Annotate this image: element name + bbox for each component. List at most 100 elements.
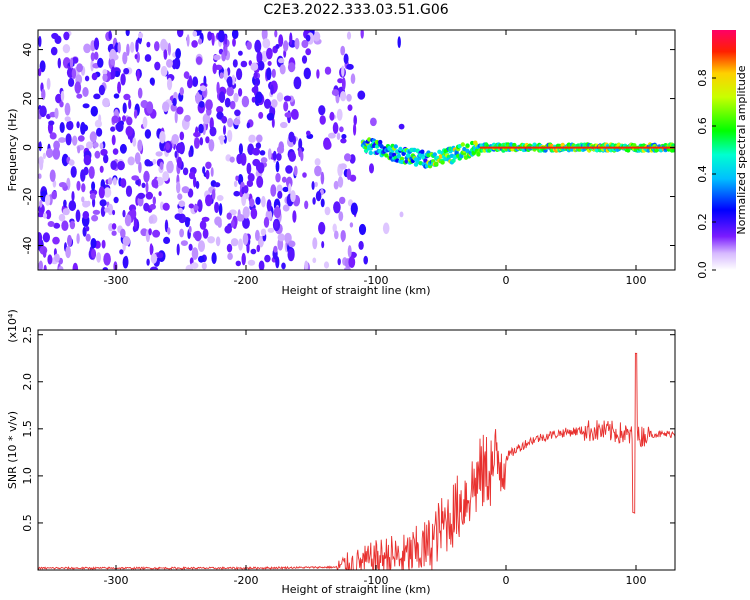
spectrogram-cell xyxy=(238,88,243,97)
spectrogram-cell xyxy=(128,99,132,110)
spectrogram-cell xyxy=(102,69,108,75)
spectrogram-cell xyxy=(82,103,90,109)
spectrogram-cell xyxy=(198,101,205,108)
spectrogram-cell xyxy=(399,211,404,218)
spectrogram-cell xyxy=(202,113,211,125)
spectrogram-cell xyxy=(188,243,193,251)
spectrogram-cell xyxy=(122,209,126,218)
spectrogram-cell xyxy=(273,220,278,229)
spectrogram-cell xyxy=(398,123,405,130)
spectrogram-cell xyxy=(103,252,111,266)
spectrogram-cell xyxy=(256,51,263,64)
spectrogram-cell xyxy=(193,131,201,138)
spectrogram-cell xyxy=(211,189,216,201)
spectrogram-cell xyxy=(339,126,344,133)
spectrogram-cell xyxy=(205,169,210,180)
spectrogram-cell xyxy=(182,167,189,176)
spectrogram-cell xyxy=(288,240,296,248)
spectrogram-cell xyxy=(90,59,94,72)
spectrogram-cell xyxy=(261,195,266,208)
spectrogram-cell xyxy=(358,240,364,250)
spectrogram-cell xyxy=(257,60,265,71)
spectrogram-cell xyxy=(246,242,250,254)
spectrogram-cell xyxy=(314,158,321,166)
colorbar-label: Normalized spectral amplitude xyxy=(735,65,748,234)
y-tick-label: 0 xyxy=(21,144,34,151)
spectrogram-cell xyxy=(152,158,157,165)
spectrogram-cell xyxy=(148,215,154,224)
x-tick-label: -100 xyxy=(364,574,389,587)
spectrogram-cell xyxy=(213,54,221,61)
spectrogram-cell xyxy=(353,115,358,126)
spectrogram-cell xyxy=(122,102,127,114)
spectrogram-cell xyxy=(270,84,274,95)
spectrogram-cell xyxy=(65,246,71,259)
spectrogram-cell xyxy=(251,96,256,103)
spectrogram-cell xyxy=(305,34,311,42)
spectrogram-cell xyxy=(293,165,298,177)
spectrogram-cell xyxy=(247,173,255,182)
spectrogram-cell xyxy=(266,112,275,121)
spectrogram-cell xyxy=(266,67,272,81)
spectrogram-cell xyxy=(42,249,47,258)
spectrogram-cell xyxy=(303,67,311,80)
spectrogram-cell xyxy=(304,260,309,270)
spectrogram-cell xyxy=(221,116,228,124)
spectrogram-cell xyxy=(271,68,276,78)
spectrogram-cell xyxy=(349,174,357,182)
spectrogram-cell xyxy=(113,196,119,204)
spectrogram-cell xyxy=(312,31,321,42)
spectrogram-cell xyxy=(347,104,353,111)
spectrogram-cell xyxy=(260,228,267,236)
spectrogram-cell xyxy=(247,259,256,266)
spectrogram-cell xyxy=(301,39,309,49)
spectrogram-cell xyxy=(76,180,81,191)
spectrogram-cell xyxy=(149,243,153,256)
spectrogram-cell xyxy=(123,255,129,268)
spectrogram-cell xyxy=(38,141,42,152)
spectrogram-cell xyxy=(62,44,71,54)
spectrogram-cell xyxy=(337,78,344,84)
spectrogram-cell xyxy=(324,66,332,75)
spectrogram-cell xyxy=(53,222,61,229)
spectrogram-cell xyxy=(94,150,101,159)
spectrogram-cell xyxy=(130,208,137,220)
spectrogram-cell xyxy=(235,175,239,181)
spectrogram-cell xyxy=(112,177,117,186)
spectrogram-cell xyxy=(347,245,352,258)
spectrogram-cell xyxy=(211,32,215,46)
snr-x-axis-label: Height of straight line (km) xyxy=(281,583,430,596)
spectrogram-cell xyxy=(88,166,95,179)
colorbar: 0.0 0.2 0.4 0.6 0.8 Normalized spectral ampl… xyxy=(696,30,748,279)
snr-line xyxy=(38,352,675,570)
spectrogram-cell xyxy=(119,249,124,255)
spectrogram-cell xyxy=(119,143,127,154)
spectrogram-cell xyxy=(243,185,249,194)
spectrogram-cell xyxy=(57,57,61,69)
spectrogram-ridge-cell xyxy=(406,153,411,158)
spectrogram-cell xyxy=(90,106,99,117)
spectrogram-cell xyxy=(148,228,152,236)
spectrogram-cell xyxy=(112,209,116,216)
spectrogram-cell xyxy=(233,190,240,197)
spectrogram-cell xyxy=(267,61,272,66)
spectrogram-ridge-cell xyxy=(378,139,383,145)
spectrogram-cell xyxy=(240,60,248,68)
colorbar-tick-label: 0.6 xyxy=(696,117,709,135)
spectrogram-cell xyxy=(176,106,184,115)
spectrogram-cell xyxy=(194,230,202,242)
spectrogram-cell xyxy=(312,197,316,205)
spectrogram-cell xyxy=(198,38,202,45)
spectrogram-ridge-cell xyxy=(399,156,405,161)
spectrogram-cell xyxy=(350,73,356,84)
spectrogram-cell xyxy=(226,86,234,97)
spectrogram-cell xyxy=(42,232,51,243)
spectrogram-cell xyxy=(125,185,133,197)
spectrogram-cell xyxy=(179,228,185,238)
spectrogram-ridge-cell xyxy=(451,158,456,163)
spectrogram-cell xyxy=(133,109,138,119)
y-tick-label: 20 xyxy=(21,92,34,106)
spectrogram-cell xyxy=(328,132,336,139)
spectrogram-cell xyxy=(91,181,96,191)
spectrogram-cell xyxy=(100,148,108,156)
